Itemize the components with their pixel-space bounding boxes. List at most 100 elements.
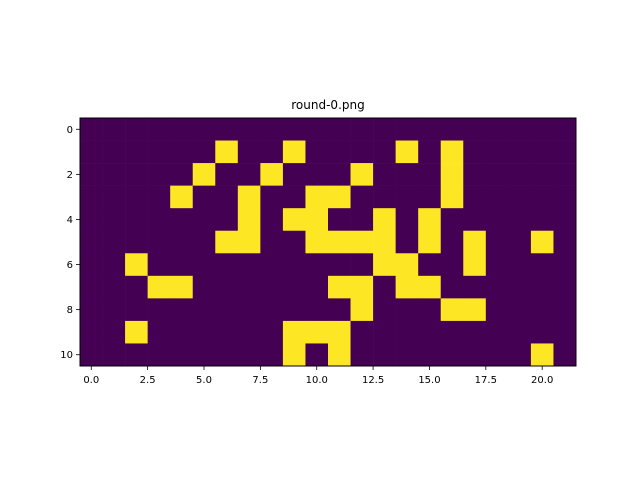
heatmap-cell (463, 343, 487, 367)
x-tick-label: 20.0 (531, 375, 553, 386)
x-tick-label: 5.0 (196, 375, 212, 386)
heatmap-cell (192, 298, 216, 322)
heatmap-cell (395, 253, 419, 277)
heatmap-cell (553, 118, 577, 141)
heatmap-cell (463, 185, 487, 209)
heatmap-cell (215, 118, 239, 141)
heatmap-cell (553, 163, 577, 186)
heatmap-cell (102, 230, 126, 254)
heatmap-cell (102, 185, 126, 209)
heatmap-cell (125, 320, 148, 344)
heatmap-cell (80, 298, 103, 322)
heatmap-cell (282, 118, 306, 141)
heatmap-cell (260, 253, 284, 277)
heatmap-cell (237, 253, 261, 277)
heatmap-cell (170, 253, 194, 277)
heatmap-cell (102, 275, 126, 299)
heatmap-cell (260, 230, 284, 254)
heatmap-cell (350, 275, 374, 299)
heatmap-cell (485, 343, 509, 367)
heatmap-cell (373, 275, 396, 299)
heatmap-cell (80, 163, 103, 186)
heatmap-cell (530, 320, 554, 344)
heatmap-cell (508, 253, 532, 277)
heatmap-cell (192, 230, 216, 254)
heatmap-cell (282, 208, 306, 232)
heatmap-cell (170, 208, 194, 232)
heatmap-cell (350, 253, 374, 277)
heatmap-cell (305, 185, 329, 209)
heatmap-cell (463, 208, 487, 232)
heatmap-cell (102, 298, 126, 322)
y-tick-label: 10 (60, 350, 73, 361)
heatmap-cell (147, 253, 171, 277)
x-tick-label: 12.5 (362, 375, 384, 386)
heatmap-cell (395, 320, 419, 344)
heatmap-cell (440, 118, 464, 141)
heatmap-cell (395, 230, 419, 254)
heatmap-cell (553, 343, 577, 367)
heatmap-cell (553, 185, 577, 209)
heatmap-cell (260, 343, 284, 367)
heatmap-cell (328, 253, 351, 277)
heatmap-cell (553, 253, 577, 277)
heatmap-cell (508, 320, 532, 344)
heatmap-cell (350, 185, 374, 209)
heatmap-cell (170, 163, 194, 186)
heatmap-cell (530, 118, 554, 141)
heatmap-cell (373, 230, 396, 254)
heatmap-cell (80, 343, 103, 367)
heatmap-cell (553, 230, 577, 254)
heatmap-cell (147, 118, 171, 141)
heatmap-cell (170, 320, 194, 344)
heatmap-cell (125, 140, 148, 164)
heatmap-cell (530, 298, 554, 322)
heatmap-cell (192, 343, 216, 367)
heatmap-cell (80, 253, 103, 277)
heatmap-cell (125, 230, 148, 254)
heatmap-cell (350, 320, 374, 344)
heatmap-cell (463, 275, 487, 299)
heatmap-cell (395, 275, 419, 299)
heatmap-cell (553, 298, 577, 322)
heatmap-cell (260, 163, 284, 186)
heatmap-cell (147, 275, 171, 299)
heatmap-cell (508, 185, 532, 209)
heatmap-cell (463, 253, 487, 277)
x-tick-label: 7.5 (252, 375, 268, 386)
heatmap-cell (282, 230, 306, 254)
heatmap-cell (328, 230, 351, 254)
heatmap-cell (192, 253, 216, 277)
heatmap-cell (485, 253, 509, 277)
heatmap-cell (80, 140, 103, 164)
heatmap-cell (328, 343, 351, 367)
heatmap-cell (147, 163, 171, 186)
heatmap-cell (530, 163, 554, 186)
heatmap-cell (192, 275, 216, 299)
heatmap-cell (553, 275, 577, 299)
heatmap-cell (125, 343, 148, 367)
heatmap-cell (553, 320, 577, 344)
y-tick-label: 8 (67, 305, 73, 316)
heatmap-cell (305, 140, 329, 164)
heatmap-cell (237, 118, 261, 141)
heatmap-cell (237, 343, 261, 367)
heatmap-cell (260, 140, 284, 164)
heatmap-cell (508, 298, 532, 322)
heatmap-cell (508, 230, 532, 254)
heatmap-cell (282, 343, 306, 367)
heatmap-cell (485, 298, 509, 322)
heatmap-cell (485, 140, 509, 164)
chart-title: round-0.png (291, 98, 364, 112)
heatmap-cell (440, 185, 464, 209)
heatmap-cell (102, 140, 126, 164)
heatmap-cell (260, 298, 284, 322)
heatmap-cell (215, 253, 239, 277)
heatmap-cell (395, 208, 419, 232)
heatmap-cell (553, 208, 577, 232)
heatmap-cell (350, 343, 374, 367)
heatmap-cell (350, 140, 374, 164)
heatmap-cell (305, 320, 329, 344)
heatmap-cell (215, 343, 239, 367)
